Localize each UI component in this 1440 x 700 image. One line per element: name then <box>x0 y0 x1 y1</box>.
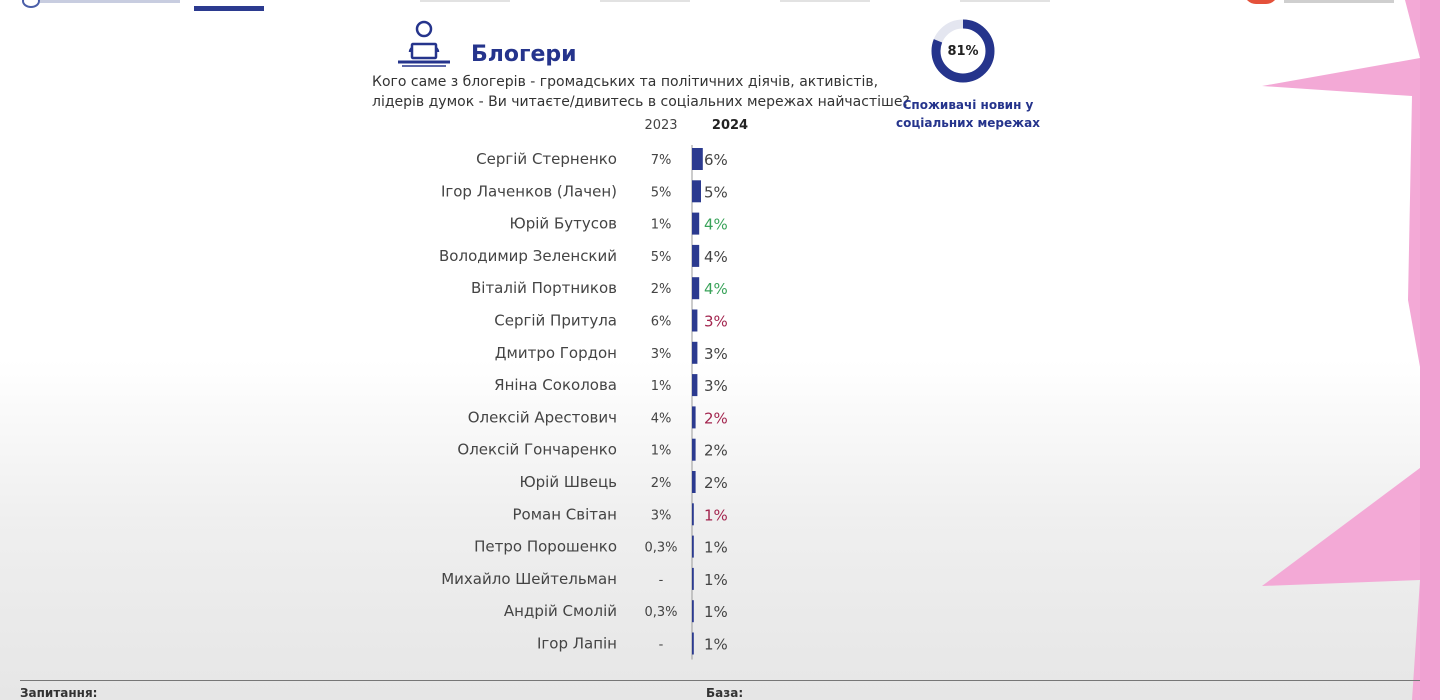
page-title: Блогери <box>471 42 577 67</box>
bar-2024 <box>692 148 703 170</box>
bar-2024 <box>692 406 696 429</box>
value-2024-label: 2% <box>704 442 728 460</box>
bar-2024 <box>692 503 694 526</box>
value-2024-label: 1% <box>704 571 728 589</box>
value-2024-label: 1% <box>704 539 728 557</box>
value-2024-label: 4% <box>704 280 728 298</box>
value-2023-label: 1% <box>651 444 672 459</box>
value-2023-label: 1% <box>651 379 672 394</box>
footer-question-label: Запитання: <box>20 686 98 700</box>
category-label: Роман Світан <box>512 505 617 523</box>
category-label: Михайло Шейтельман <box>441 570 617 588</box>
category-label: Олексій Гончаренко <box>457 441 617 459</box>
bar-2024 <box>692 567 694 590</box>
value-2024-label: 3% <box>704 377 728 395</box>
category-label: Володимир Зеленский <box>439 247 617 265</box>
value-2023-label: 1% <box>651 218 672 233</box>
value-2023-label: 5% <box>651 185 672 200</box>
category-label: Петро Порошенко <box>474 538 617 556</box>
category-label: Юрій Бутусов <box>510 215 617 233</box>
value-2024-label: 4% <box>704 248 728 266</box>
category-label: Ігор Лаченков (Лачен) <box>441 182 617 200</box>
value-2023-label: 2% <box>651 476 672 491</box>
bar-2024 <box>692 535 694 558</box>
bar-2024 <box>692 632 694 655</box>
category-label: Сергій Стерненко <box>476 150 617 168</box>
column-header-2023: 2023 <box>644 118 678 133</box>
value-2023-label: 5% <box>651 250 672 265</box>
category-label: Юрій Швець <box>519 473 617 491</box>
footer-divider <box>20 680 1420 681</box>
bar-2024 <box>692 309 698 332</box>
value-2023-label: 0,3% <box>644 541 677 556</box>
value-2023-label: 4% <box>651 411 672 426</box>
category-label: Ігор Лапін <box>537 635 617 653</box>
footer-base-label: База: <box>706 686 744 700</box>
nav-item-faded[interactable] <box>780 0 870 2</box>
value-2023-label: 6% <box>651 315 672 330</box>
category-label: Олексій Арестович <box>468 408 617 426</box>
value-2024-label: 3% <box>704 345 728 363</box>
donut-value-label: 81% <box>947 43 979 59</box>
category-label: Віталій Портников <box>471 279 617 297</box>
value-2023-label: 0,3% <box>644 605 677 620</box>
category-label: Дмитро Гордон <box>495 344 617 362</box>
column-header-2024: 2024 <box>711 118 749 133</box>
category-label: Андрій Смолій <box>504 602 617 620</box>
brand-logo-icon <box>1244 0 1278 4</box>
value-2024-label: 2% <box>704 474 728 492</box>
value-2024-label: 6% <box>704 151 728 169</box>
value-2024-label: 1% <box>704 636 728 654</box>
bar-2024 <box>692 374 698 397</box>
value-2023-label: 3% <box>651 508 672 523</box>
bar-2024 <box>692 180 701 203</box>
bar-2024 <box>692 341 698 364</box>
blogger-laptop-icon <box>398 20 450 67</box>
bar-2024 <box>692 277 700 300</box>
value-2023-label: 2% <box>651 282 672 297</box>
category-label: Яніна Соколова <box>494 376 617 394</box>
value-2024-label: 3% <box>704 313 728 331</box>
value-2023-label: 7% <box>651 153 672 168</box>
value-2024-label: 1% <box>704 603 728 621</box>
bar-2024 <box>692 438 696 461</box>
bar-2024 <box>692 212 700 235</box>
value-2024-label: 2% <box>704 409 728 427</box>
value-2023-label: 3% <box>651 347 672 362</box>
value-2023-label: - <box>659 573 664 588</box>
news-consumers-donut <box>931 19 995 83</box>
survey-question: Кого саме з блогерів - громадських та по… <box>372 74 910 110</box>
nav-item-faded[interactable] <box>600 0 690 2</box>
nav-item-faded[interactable] <box>960 0 1050 2</box>
value-2023-label: - <box>659 638 664 653</box>
value-2024-label: 4% <box>704 216 728 234</box>
logo-icon <box>22 0 40 8</box>
value-2024-label: 5% <box>704 183 728 201</box>
bar-2024 <box>692 600 694 623</box>
bar-2024 <box>692 471 696 493</box>
logo-text-fragment <box>40 0 180 3</box>
nav-item-faded[interactable] <box>420 0 510 2</box>
bar-2024 <box>692 244 700 267</box>
value-2024-label: 1% <box>704 506 728 524</box>
category-label: Сергій Притула <box>494 312 617 330</box>
donut-caption: Споживачі новин у соціальних мережах <box>896 98 1040 130</box>
active-tab-indicator[interactable] <box>194 6 264 11</box>
